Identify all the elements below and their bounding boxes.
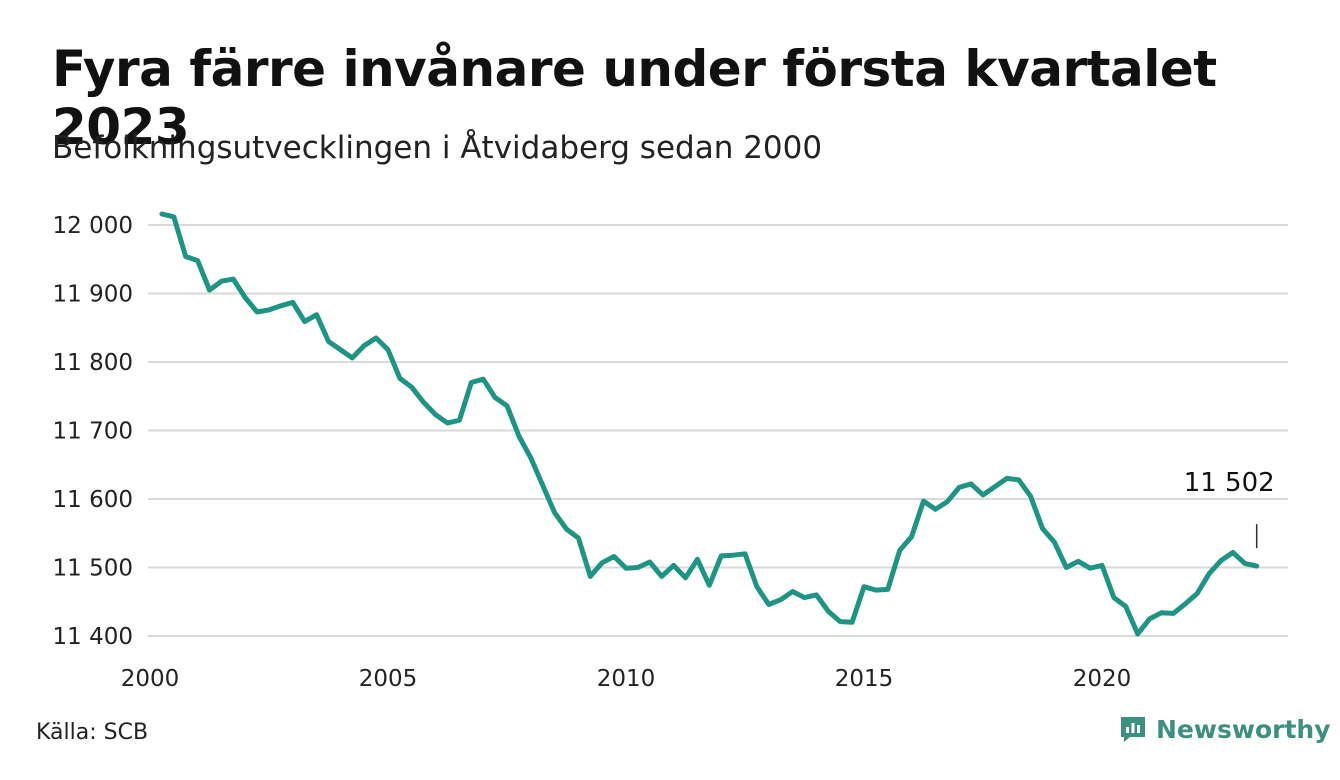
x-tick-label: 2000 bbox=[121, 666, 180, 692]
series-layer bbox=[159, 211, 1260, 637]
x-axis-ticks: 2000 2005 2010 2015 2020 bbox=[121, 666, 1132, 692]
brand-name: Newsworthy bbox=[1156, 714, 1331, 744]
y-tick-label: 11 500 bbox=[53, 556, 133, 582]
y-tick-label: 12 000 bbox=[53, 213, 133, 239]
chart-title: Fyra färre invånare under första kvartal… bbox=[52, 40, 1217, 156]
x-tick-label: 2020 bbox=[1073, 666, 1132, 692]
population-series-line bbox=[159, 211, 1260, 637]
y-tick-label: 11 800 bbox=[53, 350, 133, 376]
x-tick-label: 2005 bbox=[359, 666, 418, 692]
end-label-layer: 11 502 bbox=[1184, 468, 1275, 549]
newsworthy-logo-icon bbox=[1121, 717, 1145, 742]
source-note: Källa: SCB bbox=[36, 720, 149, 745]
x-tick-label: 2010 bbox=[597, 666, 656, 692]
gridlines bbox=[148, 224, 1288, 637]
population-line-chart: 11 400 11 500 11 600 11 700 11 800 11 900 12 0… bbox=[53, 211, 1288, 692]
chart-subtitle: Befolkningsutvecklingen i Åtvidaberg sed… bbox=[52, 130, 823, 166]
y-tick-label: 11 700 bbox=[53, 419, 133, 445]
brand-mark: Newsworthy bbox=[1118, 714, 1331, 744]
y-tick-label: 11 600 bbox=[53, 487, 133, 513]
end-value-label: 11 502 bbox=[1184, 468, 1275, 498]
y-tick-label: 11 400 bbox=[53, 624, 133, 650]
y-tick-label: 11 900 bbox=[53, 282, 133, 308]
y-axis-ticks: 11 400 11 500 11 600 11 700 11 800 11 900 12 0… bbox=[53, 213, 133, 650]
x-tick-label: 2015 bbox=[835, 666, 894, 692]
